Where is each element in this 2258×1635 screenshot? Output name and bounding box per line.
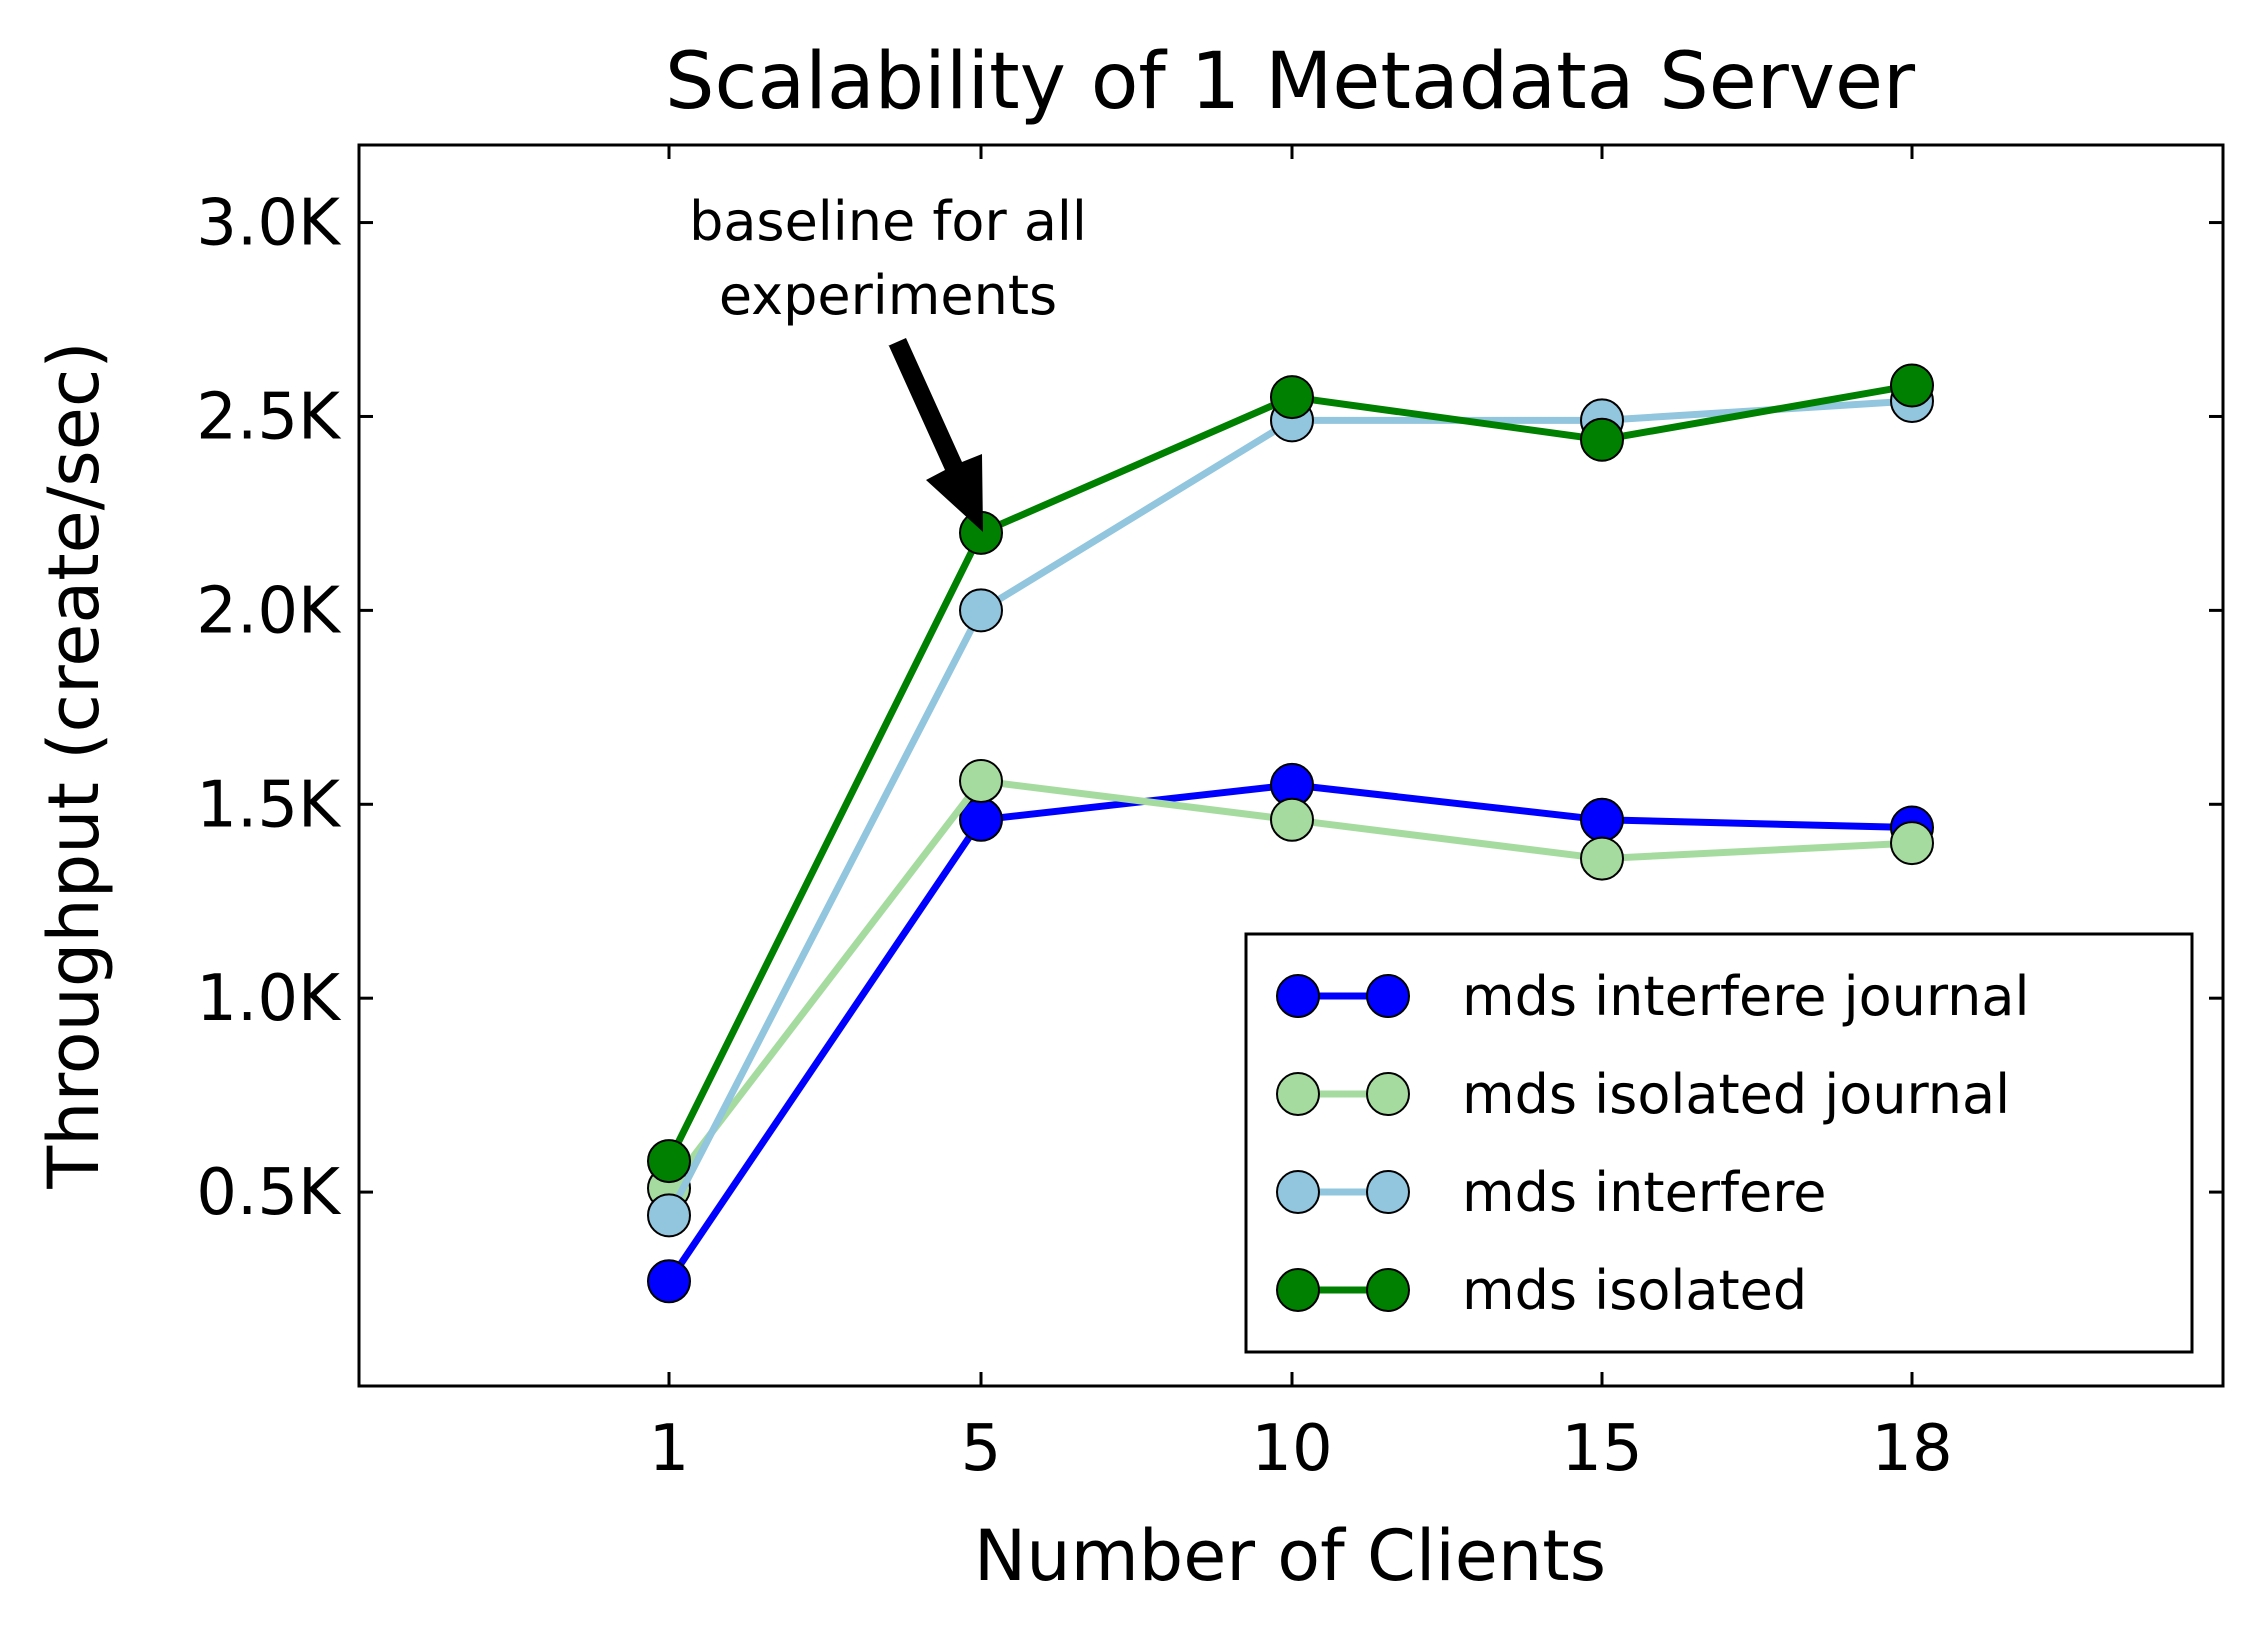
x-tick-label: 5 — [961, 1412, 1002, 1486]
data-point — [1580, 797, 1624, 842]
data-point — [647, 1193, 691, 1238]
x-tick-label: 15 — [1561, 1412, 1642, 1486]
data-point — [647, 1139, 691, 1184]
legend-swatch-marker — [1276, 1268, 1320, 1312]
data-point — [1580, 417, 1624, 462]
axis-ticks: 0.5K1.0K1.5K2.0K2.5K3.0K1 5 10 15 18 — [196, 145, 2223, 1486]
data-point — [647, 1259, 691, 1304]
y-tick-label: 0.5K — [196, 1156, 342, 1230]
legend-item: mds isolated journal — [1276, 1063, 2010, 1126]
chart-title: Scalability of 1 Metadata Server — [665, 37, 1916, 127]
legend-label: mds interfere — [1462, 1161, 1826, 1224]
data-point — [1270, 375, 1314, 420]
data-point — [1580, 836, 1624, 881]
legend-swatch-marker — [1366, 974, 1410, 1018]
y-tick-label: 1.5K — [196, 768, 342, 842]
legend-label: mds isolated — [1462, 1259, 1807, 1322]
annotation-text-line2: experiments — [719, 264, 1057, 327]
data-point — [959, 759, 1003, 804]
legend-item: mds interfere journal — [1276, 965, 2029, 1028]
data-series — [647, 363, 1934, 1304]
y-axis-label: Throughput (create/sec) — [33, 341, 115, 1189]
legend-label: mds isolated journal — [1462, 1063, 2010, 1126]
annotation-arrow — [888, 338, 983, 532]
y-tick-label: 2.5K — [196, 380, 342, 454]
data-point — [1890, 821, 1934, 866]
legend-item: mds isolated — [1276, 1259, 1807, 1322]
y-tick-label: 2.0K — [196, 574, 342, 648]
legend-label: mds interfere journal — [1462, 965, 2029, 1028]
x-tick-label: 10 — [1251, 1412, 1332, 1486]
legend-swatch-marker — [1366, 1268, 1410, 1312]
x-tick-label: 18 — [1871, 1412, 1952, 1486]
data-point — [1270, 797, 1314, 842]
data-point — [959, 588, 1003, 633]
y-tick-label: 3.0K — [196, 187, 342, 261]
series-group — [647, 759, 1934, 1211]
x-axis-label: Number of Clients — [974, 1515, 1606, 1597]
legend-entries: mds interfere journal mds isolated journa… — [1276, 965, 2029, 1322]
legend-swatch-marker — [1276, 1072, 1320, 1116]
plot-frame — [357, 143, 2225, 1388]
annotation: baseline for all experiments — [689, 190, 1087, 532]
legend-swatch-marker — [1366, 1170, 1410, 1214]
legend-swatch-marker — [1276, 1170, 1320, 1214]
y-tick-label: 1.0K — [196, 962, 342, 1036]
legend-item: mds interfere — [1276, 1161, 1826, 1224]
data-point — [1890, 363, 1934, 408]
legend-swatch-marker — [1276, 974, 1320, 1018]
legend-swatch-marker — [1366, 1072, 1410, 1116]
annotation-text-line1: baseline for all — [689, 190, 1087, 253]
legend: mds interfere journal mds isolated journa… — [1244, 932, 2194, 1354]
x-tick-label: 1 — [649, 1412, 690, 1486]
series-group — [647, 363, 1934, 1184]
